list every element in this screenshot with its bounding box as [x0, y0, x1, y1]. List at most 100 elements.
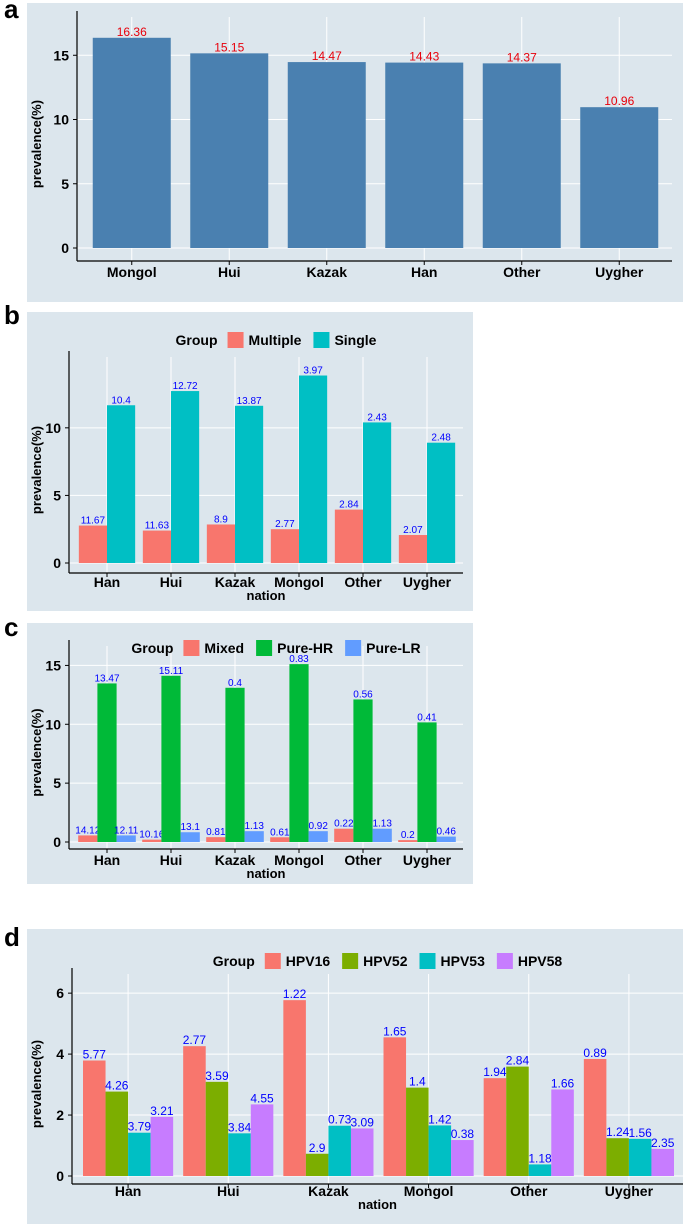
bar-hpv58-mongol — [451, 1140, 474, 1176]
bar-single-other — [363, 422, 392, 563]
x-tick-label: Other — [510, 1183, 548, 1199]
legend-label-hpv16: HPV16 — [286, 953, 331, 969]
data-label: 2.43 — [367, 412, 387, 423]
data-label: 1.22 — [283, 987, 307, 1001]
legend-swatch-hpv16 — [264, 953, 281, 969]
data-label: 1.65 — [383, 1024, 407, 1038]
x-tick-label: Mongol — [274, 852, 324, 868]
data-label: 0.81 — [206, 827, 226, 838]
bar-multiple-kazak — [206, 524, 235, 563]
x-tick-label: Han — [94, 574, 120, 590]
data-label: 3.84 — [228, 1120, 252, 1134]
y-axis-title: prevalence(%) — [29, 1040, 44, 1128]
data-label: 11.67 — [81, 516, 106, 527]
bar-pure-lr-kazak — [244, 831, 264, 842]
data-label: 14.37 — [507, 50, 537, 64]
data-label: 10.4 — [111, 395, 131, 406]
x-tick-label: Hui — [160, 852, 183, 868]
bar-mixed-kazak — [206, 837, 226, 842]
data-label: 2.07 — [403, 525, 423, 536]
x-tick-label: Other — [344, 574, 382, 590]
legend-title: Group — [176, 332, 218, 348]
data-label: 4.26 — [105, 1079, 129, 1093]
data-label: 5.77 — [83, 1047, 107, 1061]
x-tick-label: Mongol — [274, 574, 324, 590]
bar-single-kazak — [235, 405, 264, 563]
bar-single-uygher — [427, 442, 456, 563]
legend-title: Group — [213, 953, 255, 969]
legend-label-pure-lr: Pure-LR — [366, 640, 420, 656]
data-label: 10.96 — [604, 94, 634, 108]
bar-single-hui — [171, 391, 200, 563]
legend-swatch-mixed — [183, 640, 200, 656]
x-tick-label: Kazak — [307, 264, 348, 280]
data-label: 2.9 — [309, 1141, 326, 1155]
bar-hpv58-other — [551, 1089, 574, 1176]
data-label: 0.41 — [417, 712, 437, 723]
legend-swatch-hpv52 — [342, 953, 359, 969]
bar-prevalence-mongol — [92, 37, 171, 248]
data-label: 13.47 — [94, 673, 119, 684]
x-tick-label: Hui — [160, 574, 183, 590]
bar-hpv58-hui — [250, 1104, 274, 1176]
bar-prevalence-uygher — [580, 107, 659, 248]
x-tick-label: Uygher — [403, 852, 452, 868]
bar-hpv16-hui — [183, 1046, 206, 1176]
bar-mixed-mongol — [270, 837, 290, 842]
data-label: 3.21 — [150, 1104, 174, 1118]
y-tick-label: 6 — [56, 985, 64, 1001]
legend-label-hpv53: HPV53 — [441, 953, 486, 969]
chart-c: 14.12 10.16 0.81 0.61 0.22 0.2 13.47 15.11 0.4 0.… — [27, 623, 473, 884]
y-tick-label: 0 — [53, 555, 61, 571]
y-tick-label: 2 — [56, 1107, 64, 1123]
bar-pure-hr-kazak — [225, 687, 245, 842]
bar-hpv52-han — [105, 1091, 129, 1176]
bar-pure-lr-uygher — [436, 836, 456, 842]
x-axis-title: nation — [247, 588, 286, 603]
x-axis-title: nation — [358, 1197, 397, 1212]
y-tick-label: 10 — [45, 716, 61, 732]
bar-multiple-han — [78, 525, 107, 563]
data-label: 1.94 — [483, 1065, 507, 1079]
y-tick-label: 4 — [56, 1046, 64, 1062]
legend: Group HPV16 HPV52 HPV53 HPV58 — [213, 953, 562, 969]
bar-pure-hr-other — [353, 699, 373, 842]
x-axis-title: nation — [247, 866, 286, 881]
bar-hpv58-uygher — [651, 1148, 674, 1176]
y-tick-label: 15 — [53, 47, 69, 63]
bar-multiple-hui — [142, 530, 171, 563]
data-label: 1.4 — [409, 1075, 426, 1089]
data-label: 1.24 — [606, 1125, 630, 1139]
bar-hpv53-uygher — [628, 1138, 652, 1176]
data-label: 0.92 — [308, 821, 328, 832]
panel-label-a: a — [4, 0, 19, 24]
panel-label-d: d — [4, 922, 20, 952]
data-label: 14.12 — [75, 825, 100, 836]
legend-swatch-single — [313, 332, 330, 348]
data-label: 1.66 — [551, 1076, 575, 1090]
data-label: 1.56 — [629, 1126, 653, 1140]
y-tick-label: 10 — [53, 112, 69, 128]
bar-mixed-han — [78, 835, 98, 842]
data-label: 11.63 — [145, 521, 170, 532]
bar-pure-hr-hui — [161, 675, 181, 842]
panel-label-b: b — [4, 300, 20, 330]
data-label: 1.42 — [428, 1112, 452, 1126]
x-tick-label: Han — [115, 1183, 141, 1199]
bar-mixed-hui — [142, 839, 162, 842]
legend-label-single: Single — [334, 332, 376, 348]
x-tick-label: Uygher — [595, 264, 644, 280]
y-axis-title: prevalence(%) — [29, 708, 44, 796]
x-tick-label: Mongol — [107, 264, 157, 280]
bar-prevalence-kazak — [287, 62, 366, 248]
x-tick-label: Han — [94, 852, 120, 868]
data-label: 0.73 — [328, 1113, 352, 1127]
data-label: 0.89 — [583, 1046, 607, 1060]
bar-hpv52-kazak — [305, 1153, 329, 1176]
data-label: 15.11 — [159, 666, 184, 677]
bar-hpv52-hui — [205, 1081, 229, 1176]
bar-hpv53-han — [128, 1132, 151, 1176]
bar-hpv52-uygher — [606, 1138, 629, 1176]
bar-hpv58-kazak — [350, 1128, 374, 1176]
data-label: 1.18 — [528, 1151, 552, 1165]
